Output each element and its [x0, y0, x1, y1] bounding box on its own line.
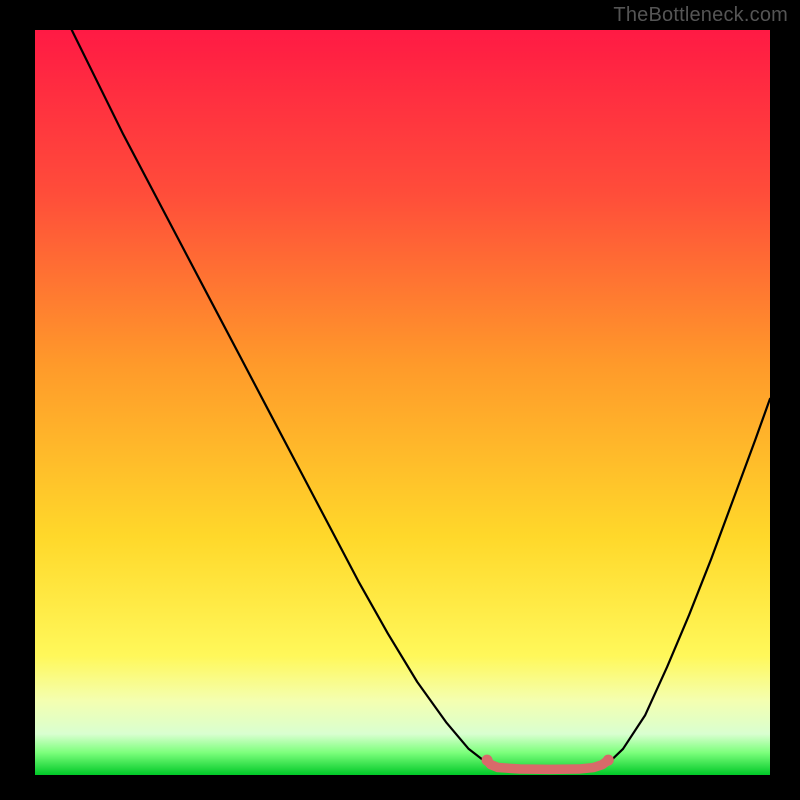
watermark-text: TheBottleneck.com — [613, 4, 788, 27]
marker-endpoint-dot — [482, 755, 493, 766]
bottleneck-chart — [0, 0, 800, 800]
plot-background — [35, 30, 770, 775]
chart-container: TheBottleneck.com — [0, 0, 800, 800]
marker-endpoint-dot — [603, 755, 614, 766]
